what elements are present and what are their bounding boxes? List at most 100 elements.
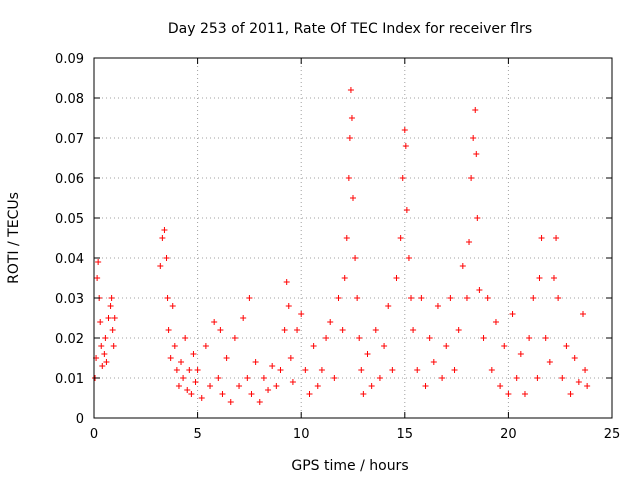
data-point xyxy=(244,375,251,381)
data-point xyxy=(302,367,309,373)
data-point xyxy=(211,319,218,325)
x-tick-label: 20 xyxy=(500,427,517,442)
data-point xyxy=(466,239,473,245)
data-point xyxy=(227,399,234,405)
data-point xyxy=(101,351,108,357)
data-point xyxy=(410,327,417,333)
y-tick-label: 0.05 xyxy=(55,212,84,227)
data-point xyxy=(109,327,116,333)
data-point xyxy=(323,335,330,341)
data-point xyxy=(473,151,480,157)
data-point xyxy=(434,303,441,309)
data-point xyxy=(405,255,412,261)
x-tick-label: 0 xyxy=(90,427,98,442)
data-point xyxy=(182,335,189,341)
data-point xyxy=(194,367,201,373)
data-point xyxy=(542,335,549,341)
data-point xyxy=(287,355,294,361)
data-point xyxy=(178,359,185,365)
data-point xyxy=(563,343,570,349)
data-point xyxy=(173,367,180,373)
x-axis-label: GPS time / hours xyxy=(291,458,408,474)
data-point xyxy=(389,367,396,373)
data-point xyxy=(497,383,504,389)
data-point xyxy=(111,315,118,321)
x-tick-label: 15 xyxy=(397,427,414,442)
data-point xyxy=(492,319,499,325)
data-point xyxy=(97,319,104,325)
data-point xyxy=(175,383,182,389)
data-point xyxy=(354,295,361,301)
data-point xyxy=(553,235,560,241)
data-point xyxy=(509,311,516,317)
data-point xyxy=(157,263,164,269)
data-point xyxy=(430,359,437,365)
data-point xyxy=(399,175,406,181)
data-point xyxy=(184,387,191,393)
data-point xyxy=(534,375,541,381)
data-point xyxy=(341,275,348,281)
y-tick-label: 0 xyxy=(76,412,84,427)
data-point xyxy=(217,327,224,333)
data-point xyxy=(192,379,199,385)
data-marks xyxy=(92,87,591,405)
data-point xyxy=(575,379,582,385)
data-point xyxy=(273,383,280,389)
data-point xyxy=(99,363,106,369)
data-point xyxy=(310,343,317,349)
data-point xyxy=(95,259,102,265)
data-point xyxy=(536,275,543,281)
data-point xyxy=(260,375,267,381)
data-point xyxy=(167,355,174,361)
data-point xyxy=(108,295,115,301)
data-point xyxy=(346,135,353,141)
data-point xyxy=(582,367,589,373)
x-tick-label: 5 xyxy=(193,427,201,442)
y-tick-label: 0.03 xyxy=(55,292,84,307)
data-point xyxy=(463,295,470,301)
data-point xyxy=(447,295,454,301)
data-point xyxy=(451,367,458,373)
data-point xyxy=(343,235,350,241)
data-point xyxy=(159,235,166,241)
data-point xyxy=(347,87,354,93)
data-point xyxy=(403,207,410,213)
data-point xyxy=(102,335,109,341)
data-point xyxy=(480,335,487,341)
data-point xyxy=(550,275,557,281)
data-point xyxy=(364,351,371,357)
data-point xyxy=(283,279,290,285)
y-tick-label: 0.09 xyxy=(55,52,84,67)
data-point xyxy=(94,275,101,281)
data-point xyxy=(105,315,112,321)
data-point xyxy=(240,315,247,321)
data-point xyxy=(393,275,400,281)
data-point xyxy=(219,391,226,397)
data-point xyxy=(285,303,292,309)
data-point xyxy=(188,391,195,397)
data-point xyxy=(368,383,375,389)
data-point xyxy=(530,295,537,301)
data-point xyxy=(298,311,305,317)
data-point xyxy=(443,343,450,349)
data-point xyxy=(526,335,533,341)
data-point xyxy=(584,383,591,389)
data-point xyxy=(356,335,363,341)
data-point xyxy=(350,195,356,201)
data-point xyxy=(459,263,466,269)
data-point xyxy=(103,359,110,365)
data-point xyxy=(546,359,553,365)
data-point xyxy=(236,383,243,389)
data-point xyxy=(381,343,388,349)
data-point xyxy=(401,127,408,133)
y-tick-labels: 0 0.01 0.02 0.03 0.04 0.05 0.06 0.07 0.08 0.09 xyxy=(55,52,84,427)
data-point xyxy=(318,367,325,373)
data-point xyxy=(538,235,545,241)
x-tick-label: 10 xyxy=(293,427,310,442)
y-tick-label: 0.04 xyxy=(55,252,84,267)
data-point xyxy=(281,327,288,333)
data-point xyxy=(555,295,562,301)
data-point xyxy=(335,295,342,301)
data-point xyxy=(579,311,586,317)
